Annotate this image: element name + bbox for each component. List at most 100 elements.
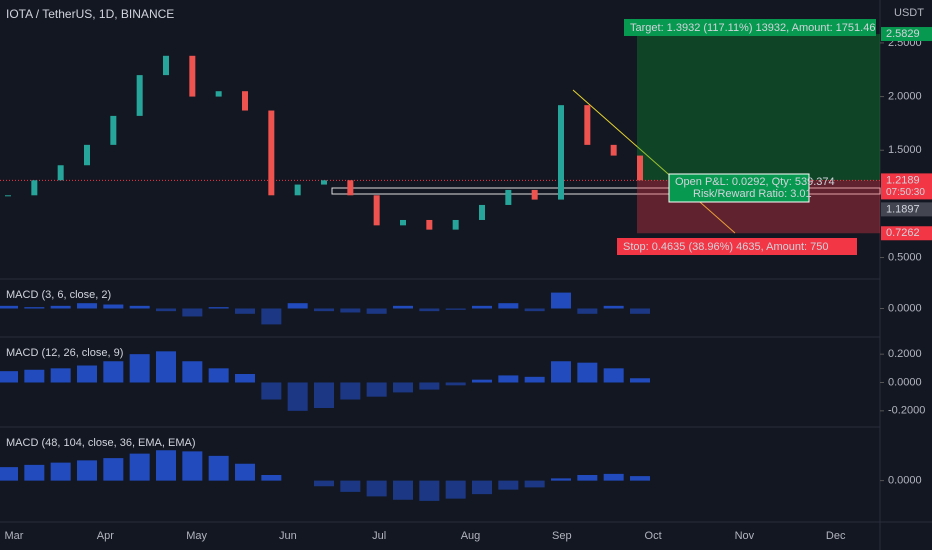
histogram-bar	[393, 305, 413, 309]
histogram-bar	[156, 351, 176, 383]
candle	[163, 55, 169, 76]
candle	[268, 110, 275, 196]
histogram-bar	[366, 480, 387, 497]
y-tick-label: 0.0000	[888, 376, 922, 388]
symbol-title: IOTA / TetherUS, 1D, BINANCE	[6, 7, 174, 21]
histogram-bar	[498, 375, 519, 383]
histogram-bar	[50, 305, 71, 309]
histogram-bar	[472, 480, 492, 495]
x-tick-label: Sep	[552, 530, 572, 542]
histogram-bar	[208, 368, 229, 383]
candle	[294, 184, 301, 196]
stop-text: Stop: 0.4635 (38.96%) 4635, Amount: 750	[623, 241, 828, 253]
pnl-box	[668, 173, 810, 203]
candle	[321, 180, 327, 185]
histogram-bar	[524, 376, 545, 383]
price-badge-label: 2.5829	[886, 28, 920, 40]
trend-line	[572, 89, 736, 234]
histogram-bar	[0, 371, 18, 383]
histogram-bar	[577, 475, 598, 481]
histogram-bar	[340, 480, 361, 492]
histogram-bar	[208, 455, 229, 481]
candle	[189, 55, 196, 97]
histogram-bar	[0, 305, 18, 309]
candle	[110, 115, 117, 145]
histogram-bar	[577, 308, 598, 314]
indicator-label: MACD (3, 6, close, 2)	[6, 289, 111, 301]
histogram-bar	[77, 303, 97, 309]
histogram-bar	[24, 307, 45, 309]
candle	[400, 219, 406, 226]
price-badge-label: 0.7262	[886, 227, 920, 239]
y-tick-label: 0.0000	[888, 302, 922, 314]
histogram-bar	[630, 308, 650, 314]
histogram-bar	[50, 462, 71, 481]
candle	[84, 144, 90, 166]
histogram-bar	[366, 308, 387, 314]
price-badge-label: 1.2189	[886, 174, 920, 186]
histogram-bar	[314, 480, 334, 487]
candle	[558, 105, 564, 200]
histogram-bar	[472, 379, 492, 383]
histogram-bar	[445, 480, 466, 499]
candle	[215, 91, 222, 97]
candle	[347, 180, 354, 196]
histogram-bar	[551, 292, 571, 309]
y-tick-label: 0.5000	[888, 251, 922, 263]
histogram-bar	[261, 308, 282, 325]
histogram-bar	[393, 382, 413, 393]
y-tick-label: 0.0000	[888, 475, 922, 487]
price-badge	[881, 226, 932, 241]
histogram-bar	[24, 464, 45, 481]
histogram-bar	[103, 458, 124, 481]
x-tick-label: Apr	[97, 530, 114, 542]
x-tick-label: Nov	[735, 530, 755, 542]
x-tick-label: May	[186, 530, 207, 542]
histogram-bar	[208, 307, 229, 309]
histogram-bar	[366, 382, 387, 397]
price-badge-label: 1.1897	[886, 203, 920, 215]
candle	[31, 180, 38, 196]
countdown: 07:50:30	[886, 187, 925, 198]
candle	[531, 189, 538, 200]
x-tick-label: Mar	[5, 530, 24, 542]
x-tick-label: Dec	[826, 530, 846, 542]
candle	[5, 195, 11, 197]
histogram-bar	[0, 467, 18, 481]
price-badge	[881, 173, 932, 200]
indicator-label: MACD (48, 104, close, 36, EMA, EMA)	[6, 437, 196, 449]
candle	[610, 144, 617, 156]
histogram-bar	[419, 382, 440, 390]
profit-zone	[637, 34, 880, 181]
candle	[136, 75, 143, 116]
histogram-bar	[287, 382, 308, 411]
histogram-bar	[235, 308, 255, 314]
histogram-bar	[77, 365, 97, 383]
histogram-bar	[103, 304, 124, 309]
y-tick-label: 1.5000	[888, 144, 922, 156]
candle	[373, 195, 380, 226]
y-tick-label: -0.2000	[888, 405, 925, 417]
x-tick-label: Oct	[645, 530, 662, 542]
histogram-bar	[472, 305, 492, 309]
candle	[637, 155, 643, 181]
histogram-bar	[261, 475, 282, 481]
histogram-bar	[235, 374, 255, 383]
histogram-bar	[182, 308, 203, 317]
histogram-bar	[393, 480, 413, 500]
pnl-text: Open P&L: 0.0292, Qty: 539.374	[675, 176, 835, 188]
candle	[452, 219, 459, 230]
histogram-bar	[314, 382, 334, 408]
histogram-bar	[235, 463, 255, 481]
histogram-bar	[129, 453, 150, 481]
x-tick-label: Jun	[279, 530, 297, 542]
histogram-bar	[261, 382, 282, 400]
candle	[242, 91, 248, 111]
candle	[584, 105, 591, 145]
histogram-bar	[630, 476, 650, 481]
histogram-bar	[156, 308, 176, 312]
histogram-bar	[340, 382, 361, 400]
stop-box	[617, 238, 857, 255]
rr-text: Risk/Reward Ratio: 3.01	[693, 188, 812, 200]
candle	[426, 219, 433, 230]
